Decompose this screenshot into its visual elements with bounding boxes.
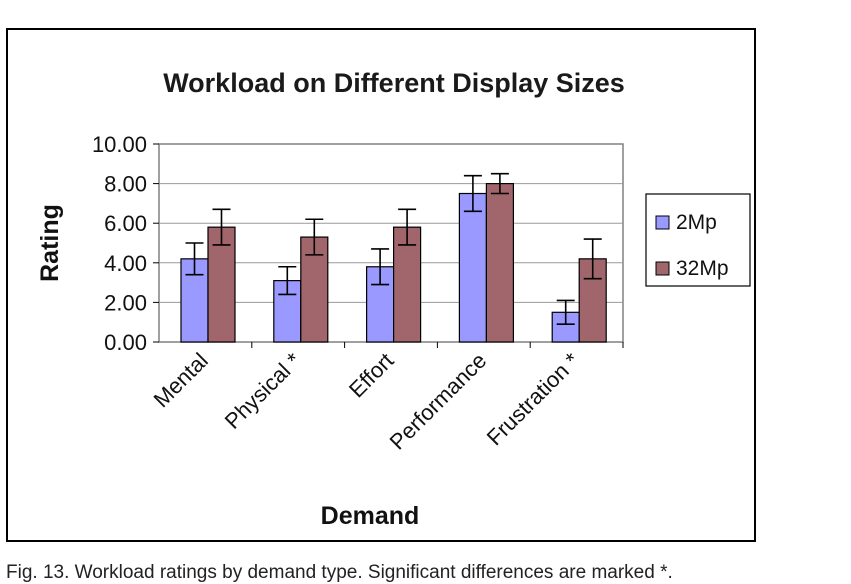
y-tick-label: 6.00 [104, 211, 147, 236]
x-tick-label: Physical * [220, 348, 306, 434]
legend-swatch-2mp [655, 215, 670, 230]
x-axis-label: Demand [321, 502, 420, 530]
x-tick-label: Performance [385, 348, 492, 455]
y-tick-label: 8.00 [104, 172, 147, 197]
y-tick-label: 2.00 [104, 290, 147, 315]
bars [180, 172, 624, 348]
legend: 2Mp 32Mp [645, 193, 751, 287]
bar-32mp-3 [485, 183, 514, 343]
bar-32mp-4 [578, 258, 607, 343]
y-axis-label: Rating [36, 204, 64, 282]
y-tick-label: 4.00 [104, 251, 147, 276]
y-tick-labels: 0.00 2.00 4.00 6.00 8.00 10.00 [92, 132, 147, 355]
legend-label-32mp: 32Mp [676, 257, 729, 280]
y-tick-label: 0.00 [104, 330, 147, 355]
x-tick-label: Mental [149, 348, 213, 412]
legend-swatch-32mp [655, 261, 670, 276]
x-tick-label: Frustration * [482, 348, 585, 451]
x-tick-labels: Mental Physical * EffortPerformanceFrustra… [149, 348, 585, 455]
bar-32mp-2 [393, 226, 422, 343]
figure-caption: Fig. 13. Workload ratings by demand type… [6, 562, 673, 583]
x-tick-label: Effort [344, 348, 399, 403]
y-tick-label: 10.00 [92, 132, 147, 157]
chart-frame: Workload on Different Display Sizes 0.00… [6, 28, 756, 542]
chart-title: Workload on Different Display Sizes [163, 68, 625, 98]
bar-2mp-3 [458, 192, 487, 343]
bar-32mp-0 [207, 226, 236, 343]
legend-label-2mp: 2Mp [676, 211, 717, 234]
workload-chart: Workload on Different Display Sizes 0.00… [36, 68, 751, 530]
